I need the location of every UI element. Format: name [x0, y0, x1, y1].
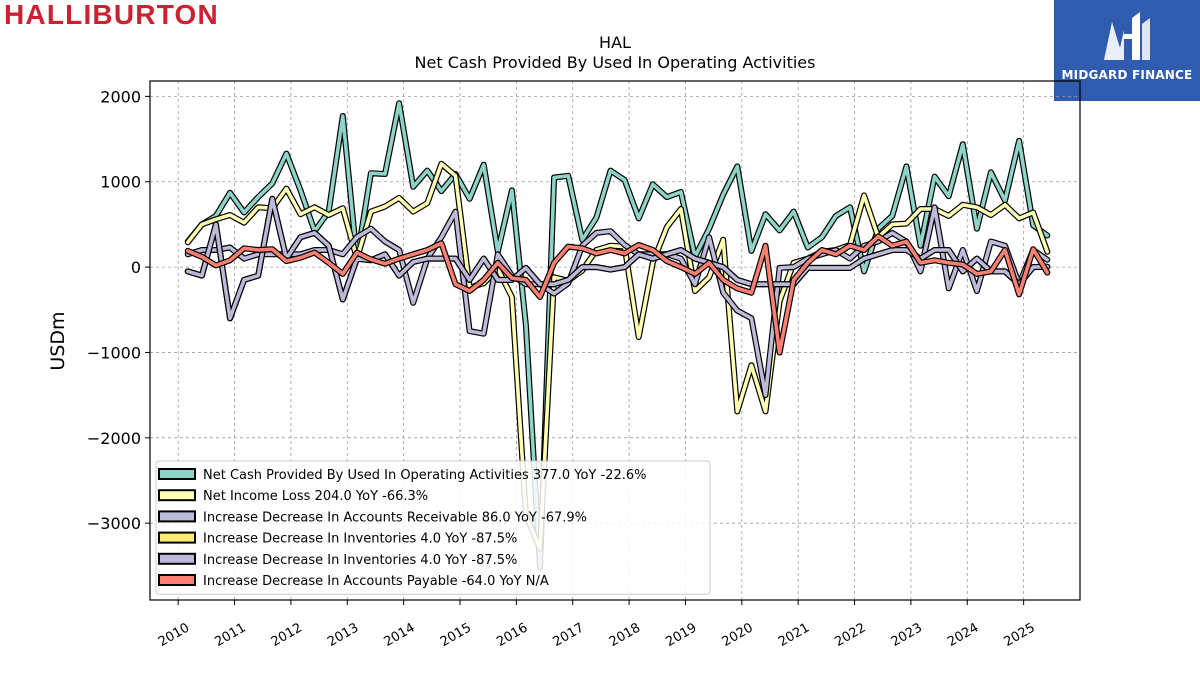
series-group: [184, 233, 1051, 356]
x-tick-label: 2018: [607, 620, 643, 650]
x-tick-label: 2013: [325, 620, 361, 650]
y-tick-label: −2000: [87, 429, 141, 448]
y-tick-label: −3000: [87, 514, 141, 533]
publisher-badge: MIDGARD FINANCE: [1054, 0, 1200, 101]
y-axis-label: USDm: [47, 311, 69, 370]
x-tick-label: 2016: [494, 620, 530, 650]
legend-entry: Increase Decrease In Inventories 4.0 YoY…: [203, 553, 517, 568]
series-line: [186, 101, 1050, 570]
x-tick-label: 2012: [269, 620, 305, 650]
plot-frame: [149, 80, 1081, 601]
x-tick-label: 2010: [156, 620, 192, 650]
legend-swatch: [158, 468, 196, 480]
grid: [150, 81, 1080, 600]
series-group: [184, 100, 1051, 571]
x-tick-label: 2017: [551, 620, 587, 650]
y-tick-label: 1000: [100, 173, 141, 192]
legend-swatch: [158, 531, 196, 544]
y-tick-label: 0: [131, 258, 141, 277]
series-group: [184, 195, 1051, 322]
legend-entry: Increase Decrease In Accounts Receivable…: [203, 510, 587, 525]
halliburton-logo: HALLIBURTON: [4, 0, 304, 32]
series-group: [184, 160, 1051, 552]
legend-entry: Net Cash Provided By Used In Operating A…: [203, 468, 646, 483]
x-tick-label: 2022: [832, 620, 868, 650]
legend-swatch: [158, 489, 196, 502]
x-tick-label: 2021: [776, 620, 812, 650]
legend-swatch: [158, 510, 196, 523]
x-tick-label: 2014: [381, 620, 417, 650]
midgard-logo-icon: [1054, 8, 1200, 66]
y-axis: 2000 1000 0 −1000 −2000 −3000: [87, 87, 150, 533]
x-tick-label: 2023: [889, 620, 925, 650]
series-line: [186, 162, 1050, 551]
x-tick-label: 2019: [663, 620, 699, 650]
series-lines: [184, 100, 1051, 571]
y-tick-label: 2000: [100, 87, 141, 106]
x-tick-label: 2015: [438, 620, 474, 650]
legend-swatch: [158, 552, 196, 565]
legend-swatch: [158, 574, 196, 586]
legend-entry: Increase Decrease In Inventories 4.0 YoY…: [203, 532, 517, 547]
publisher-name: MIDGARD FINANCE: [1061, 68, 1193, 82]
chart-ticker: HAL: [599, 33, 631, 52]
x-axis: 2010 2011 2012 2013 2014 2015 2016 2017 2018 2019…: [156, 600, 1038, 650]
x-tick-label: 2011: [212, 620, 248, 650]
x-tick-label: 2025: [1001, 620, 1037, 650]
legend-box: [155, 460, 711, 595]
legend-entry: Increase Decrease In Accounts Payable -6…: [203, 574, 549, 589]
x-tick-label: 2020: [720, 620, 756, 650]
legend: Net Cash Provided By Used In Operating A…: [155, 460, 711, 595]
brand-name: HALLIBURTON: [4, 0, 219, 30]
chart-title: Net Cash Provided By Used In Operating A…: [415, 53, 816, 72]
series-line: [186, 197, 1050, 321]
series-line: [186, 234, 1050, 355]
legend-entry: Net Income Loss 204.0 YoY -66.3%: [203, 489, 428, 504]
y-tick-label: −1000: [87, 343, 141, 362]
x-tick-label: 2024: [945, 620, 981, 650]
